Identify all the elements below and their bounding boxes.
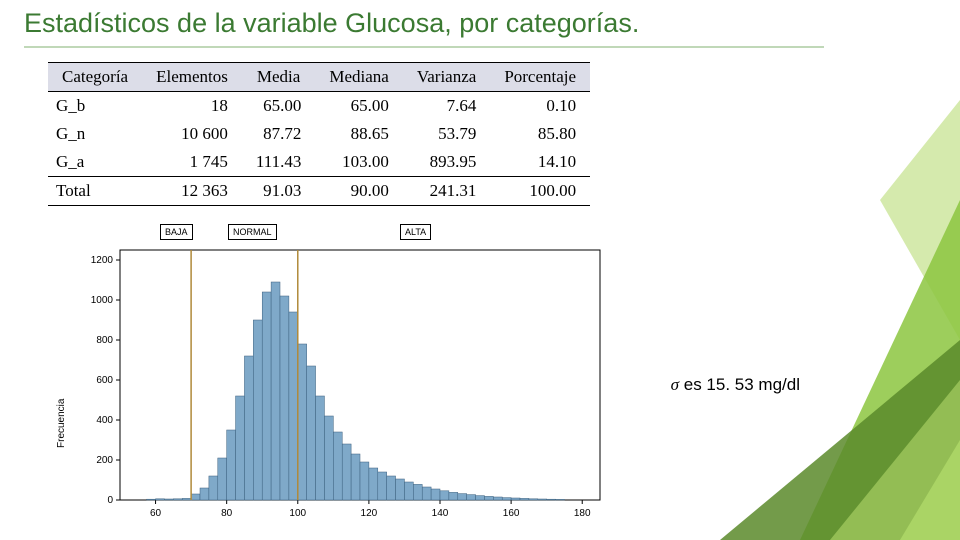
col-porcentaje: Porcentaje	[490, 63, 590, 92]
table-row: G_n 10 600 87.72 88.65 53.79 85.80	[48, 120, 590, 148]
cell: G_n	[48, 120, 142, 148]
svg-text:100: 100	[289, 508, 306, 519]
cell: 87.72	[242, 120, 316, 148]
sigma-note: σ es 15. 53 mg/dl	[671, 375, 800, 395]
cell: 241.31	[403, 177, 490, 206]
table-row: G_b 18 65.00 65.00 7.64 0.10	[48, 92, 590, 121]
cell: 90.00	[315, 177, 402, 206]
svg-text:1000: 1000	[91, 295, 114, 306]
svg-text:600: 600	[96, 375, 113, 386]
stats-table: Categoría Elementos Media Mediana Varian…	[48, 62, 590, 206]
svg-text:60: 60	[150, 508, 162, 519]
region-label-alta: ALTA	[400, 224, 431, 240]
table-header-row: Categoría Elementos Media Mediana Varian…	[48, 63, 590, 92]
col-varianza: Varianza	[403, 63, 490, 92]
cell: 53.79	[403, 120, 490, 148]
svg-text:180: 180	[574, 508, 591, 519]
page-title: Estadísticos de la variable Glucosa, por…	[24, 8, 639, 39]
cell: 111.43	[242, 148, 316, 177]
table-row-total: Total 12 363 91.03 90.00 241.31 100.00	[48, 177, 590, 206]
decor-shape	[580, 0, 960, 540]
cell: 18	[142, 92, 242, 121]
cell: G_b	[48, 92, 142, 121]
col-mediana: Mediana	[315, 63, 402, 92]
cell: 1 745	[142, 148, 242, 177]
cell: 103.00	[315, 148, 402, 177]
histogram-svg: 0 200 400 600 800 1000 1200 60 80 100 120 140 160 180	[70, 228, 610, 528]
svg-text:0: 0	[107, 495, 113, 506]
y-axis-label: Frecuencia	[56, 399, 67, 448]
cell: 65.00	[242, 92, 316, 121]
cell: 10 600	[142, 120, 242, 148]
cell: Total	[48, 177, 142, 206]
histogram-chart: Frecuencia BAJA NORMAL ALTA 020040060080…	[70, 228, 610, 528]
region-label-baja: BAJA	[160, 224, 193, 240]
cell: G_a	[48, 148, 142, 177]
cell: 14.10	[490, 148, 590, 177]
svg-text:140: 140	[432, 508, 449, 519]
region-label-normal: NORMAL	[228, 224, 277, 240]
svg-text:800: 800	[96, 335, 113, 346]
cell: 7.64	[403, 92, 490, 121]
table-row: G_a 1 745 111.43 103.00 893.95 14.10	[48, 148, 590, 177]
cell: 0.10	[490, 92, 590, 121]
svg-text:200: 200	[96, 455, 113, 466]
svg-text:120: 120	[361, 508, 378, 519]
cell: 65.00	[315, 92, 402, 121]
cell: 100.00	[490, 177, 590, 206]
sigma-symbol: σ	[671, 375, 679, 394]
svg-text:400: 400	[96, 415, 113, 426]
cell: 88.65	[315, 120, 402, 148]
svg-text:80: 80	[221, 508, 233, 519]
cell: 85.80	[490, 120, 590, 148]
cell: 91.03	[242, 177, 316, 206]
svg-text:1200: 1200	[91, 255, 114, 266]
cell: 893.95	[403, 148, 490, 177]
col-elementos: Elementos	[142, 63, 242, 92]
svg-text:160: 160	[503, 508, 520, 519]
cell: 12 363	[142, 177, 242, 206]
col-media: Media	[242, 63, 316, 92]
title-underline	[24, 46, 824, 48]
col-categoria: Categoría	[48, 63, 142, 92]
sigma-text: es 15. 53 mg/dl	[679, 375, 800, 394]
